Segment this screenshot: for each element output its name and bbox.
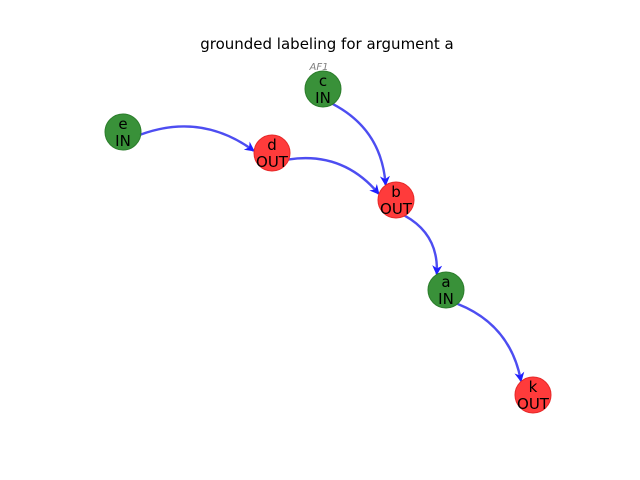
- edge-d-b: [287, 156, 380, 195]
- edge-e-d: [139, 125, 255, 152]
- graph-watermark: AF1: [309, 62, 329, 73]
- node-circle-a: [427, 271, 465, 309]
- node-circle-b: [377, 181, 415, 219]
- node-name-k: k: [529, 378, 538, 396]
- node-label-e: IN: [115, 132, 131, 150]
- node-c: cIN: [304, 70, 342, 108]
- node-label-a: IN: [438, 290, 454, 308]
- edge-b-a: [403, 214, 443, 276]
- edges-layer: [139, 102, 525, 383]
- node-name-e: e: [118, 115, 127, 133]
- node-label-k: OUT: [517, 395, 550, 413]
- node-name-a: a: [441, 273, 450, 291]
- node-label-c: IN: [315, 89, 331, 107]
- node-name-d: d: [267, 136, 277, 154]
- node-e: eIN: [104, 113, 142, 151]
- node-name-b: b: [391, 183, 401, 201]
- edge-c-b: [331, 102, 390, 187]
- node-name-c: c: [319, 72, 327, 90]
- node-label-d: OUT: [256, 153, 289, 171]
- node-circle-c: [304, 70, 342, 108]
- node-a: aIN: [427, 271, 465, 309]
- edge-a-k: [456, 302, 525, 383]
- node-circle-e: [104, 113, 142, 151]
- graph-title: grounded labeling for argument a: [200, 35, 454, 53]
- node-circle-k: [514, 376, 552, 414]
- node-circle-d: [253, 134, 291, 172]
- node-label-b: OUT: [380, 200, 413, 218]
